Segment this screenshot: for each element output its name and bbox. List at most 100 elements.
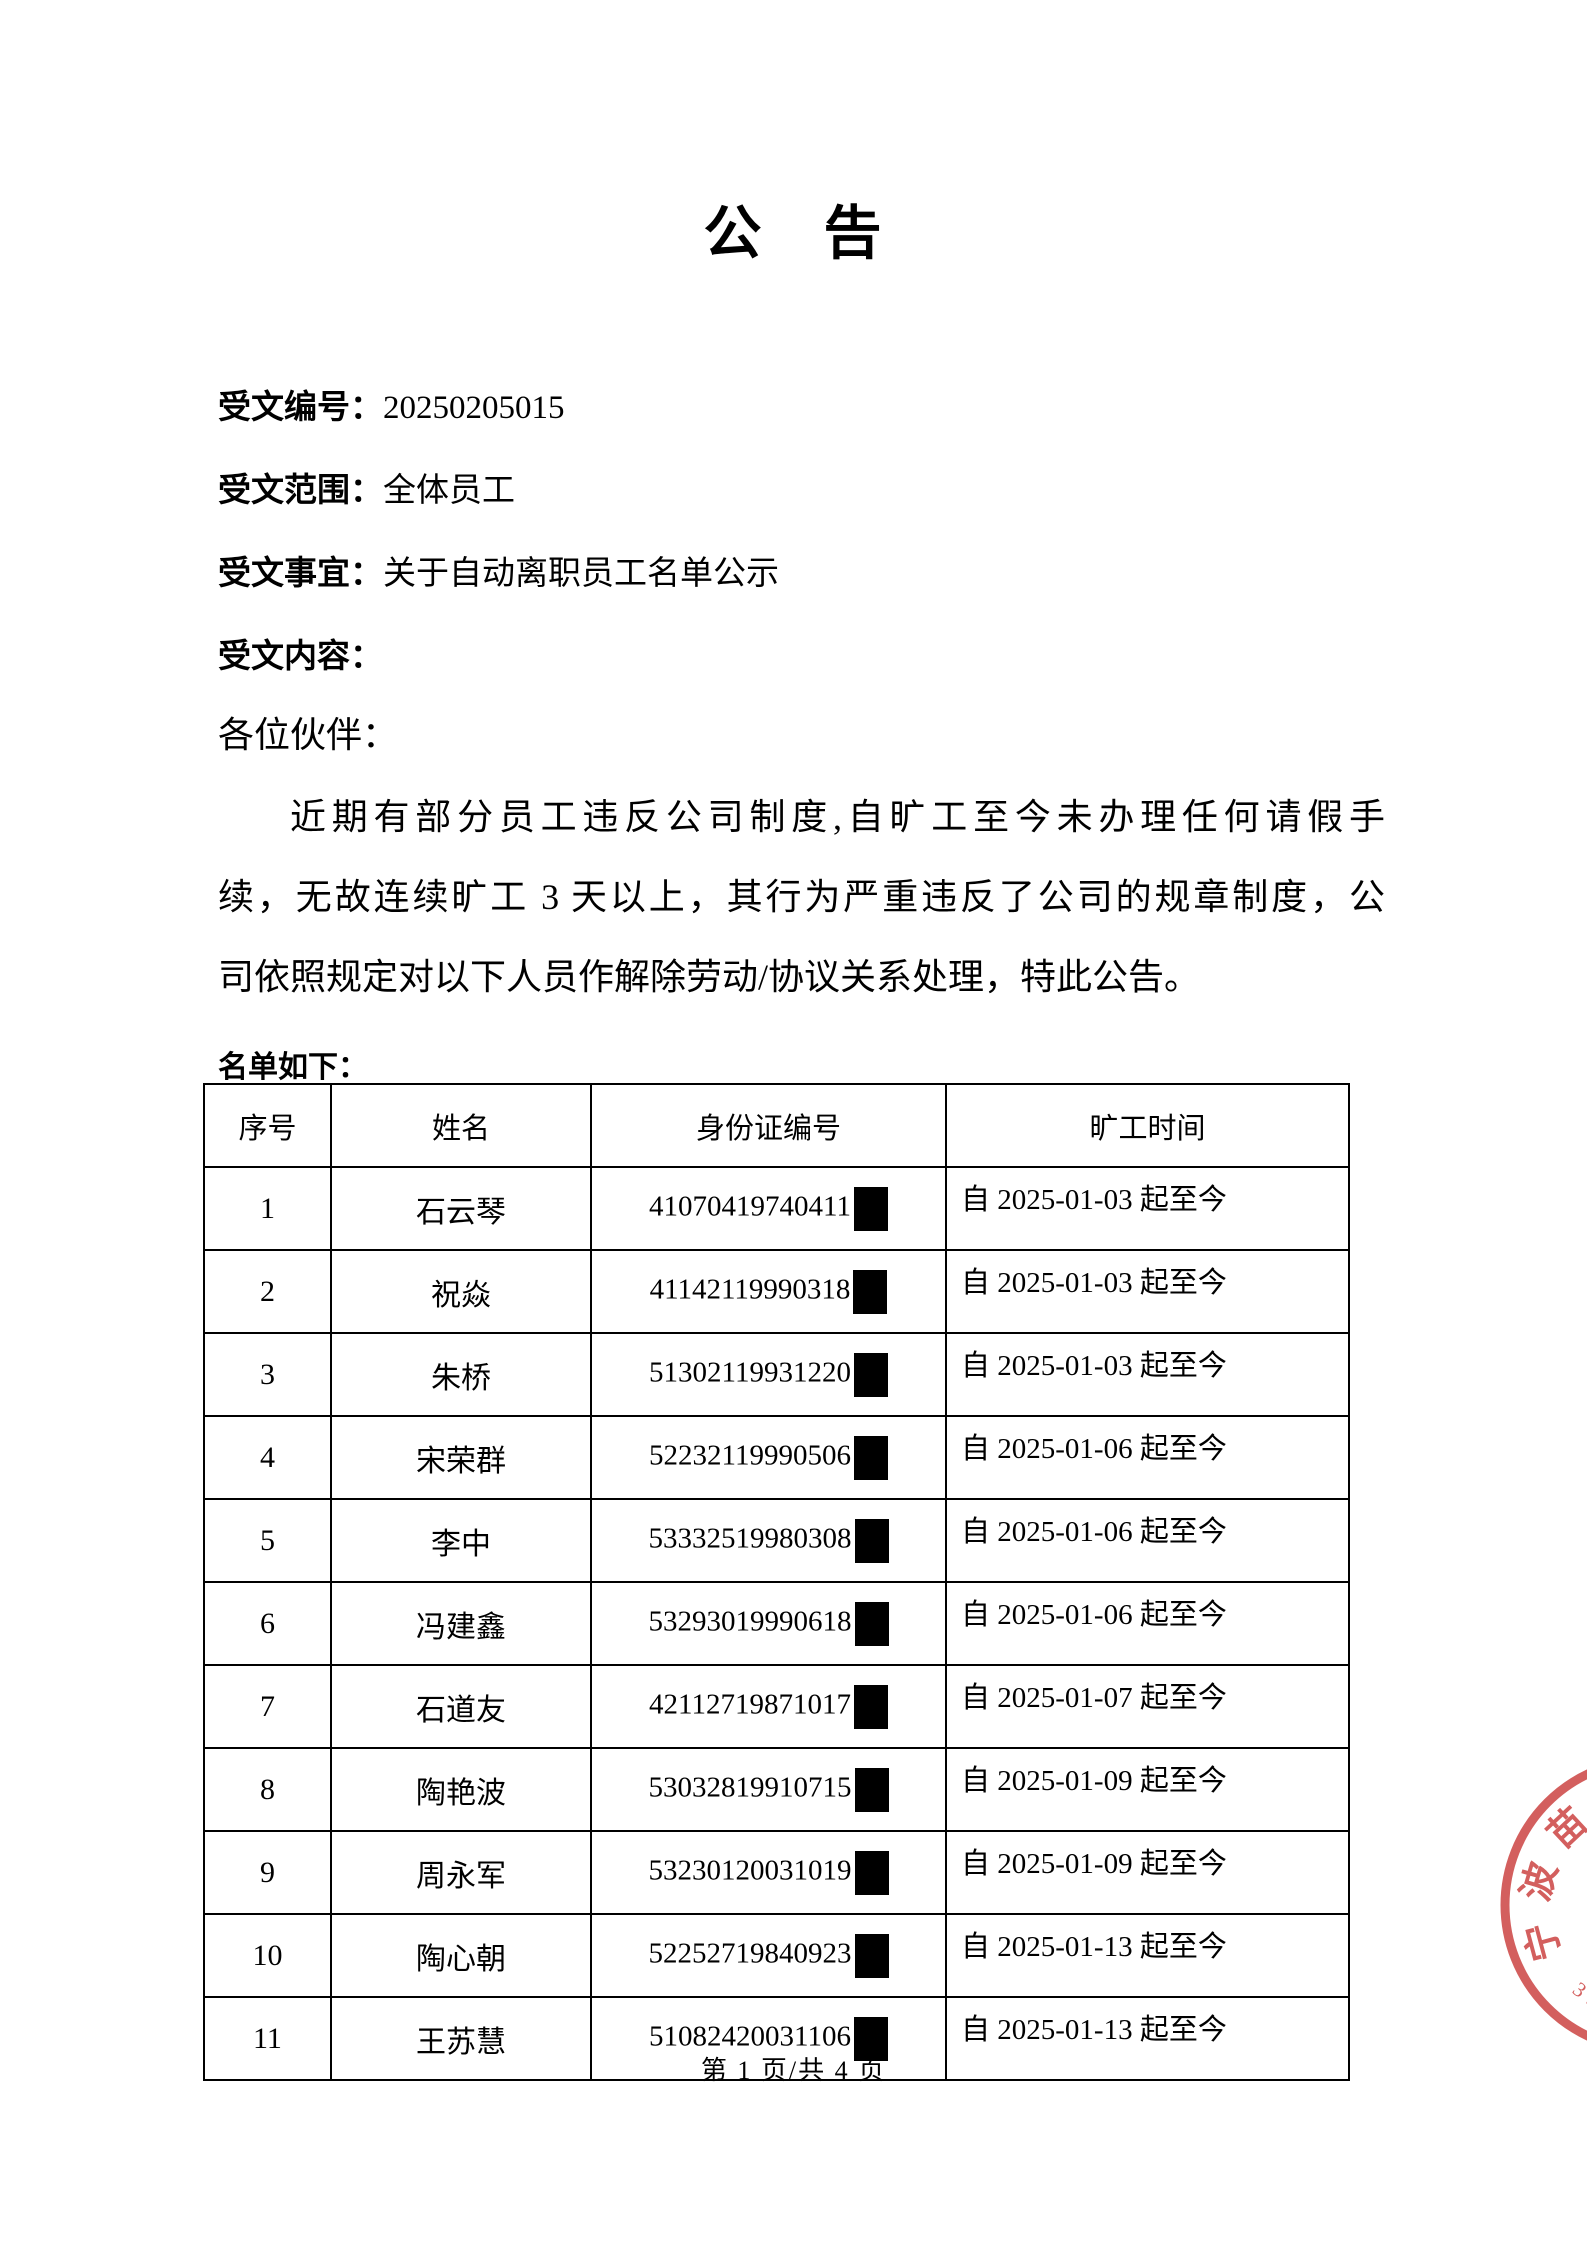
- table-row: 8 陶艳波 53032819910715 自 2025-01-09 起至今: [203, 1747, 1350, 1832]
- redaction-box: [853, 1186, 888, 1231]
- cell-id-number: 53032819910715: [590, 1747, 947, 1832]
- cell-employee-name: 宋荣群: [330, 1415, 592, 1500]
- id-number-text: 53293019990618: [648, 1605, 852, 1638]
- page-title: 公 告: [703, 201, 884, 266]
- id-number-text: 52232119990506: [649, 1439, 851, 1472]
- id-number-text: 41070419740411: [649, 1190, 851, 1223]
- cell-serial-number: 2: [203, 1249, 332, 1334]
- table-row: 1 石云琴 41070419740411 自 2025-01-03 起至今: [203, 1166, 1350, 1251]
- cell-absence-period: 自 2025-01-07 起至今: [945, 1664, 1350, 1749]
- id-number-text: 52252719840923: [648, 1937, 852, 1970]
- cell-absence-period: 自 2025-01-06 起至今: [945, 1415, 1350, 1500]
- doc-number-value: 20250205015: [383, 390, 565, 426]
- cell-id-number: 52252719840923: [590, 1913, 947, 1998]
- salutation: 各位伙伴：: [218, 715, 399, 755]
- redaction-box: [853, 1352, 888, 1397]
- cell-employee-name: 冯建鑫: [330, 1581, 592, 1666]
- cell-employee-name: 李中: [330, 1498, 592, 1583]
- id-number-text: 53032819910715: [648, 1771, 852, 1804]
- cell-employee-name: 石云琴: [330, 1166, 592, 1251]
- id-number-text: 42112719871017: [649, 1688, 851, 1721]
- cell-serial-number: 7: [203, 1664, 332, 1749]
- table-row: 9 周永军 53230120031019 自 2025-01-09 起至今: [203, 1830, 1350, 1915]
- id-number-text: 53332519980308: [648, 1522, 852, 1555]
- redaction-box: [853, 1684, 888, 1729]
- cell-id-number: 52232119990506: [590, 1415, 947, 1500]
- doc-subject-value: 关于自动离职员工名单公示: [383, 556, 779, 592]
- id-number-text: 41142119990318: [649, 1273, 851, 1306]
- header-name: 姓名: [330, 1083, 592, 1168]
- meta-line-doc-number: 受文编号：20250205015: [218, 380, 565, 428]
- cell-serial-number: 4: [203, 1415, 332, 1500]
- cell-absence-period: 自 2025-01-06 起至今: [945, 1498, 1350, 1583]
- redaction-box: [854, 1518, 889, 1563]
- cell-employee-name: 王苏慧: [330, 1996, 592, 2081]
- body-paragraph-line-1: 近期有部分员工违反公司制度,自旷工至今未办理任何请假手: [290, 797, 1385, 837]
- list-intro-label: 名单如下：: [218, 1051, 368, 1084]
- cell-employee-name: 朱桥: [330, 1332, 592, 1417]
- absence-table-header: 序号 姓名 身份证编号 旷工时间: [203, 1083, 1350, 1168]
- meta-line-doc-subject: 受文事宜：关于自动离职员工名单公示: [218, 546, 779, 594]
- meta-line-doc-content: 受文内容：: [218, 629, 383, 677]
- table-row: 11 王苏慧 51082420031106 自 2025-01-13 起至今: [203, 1996, 1350, 2081]
- cell-employee-name: 陶心朝: [330, 1913, 592, 1998]
- cell-id-number: 53332519980308: [590, 1498, 947, 1583]
- cell-absence-period: 自 2025-01-06 起至今: [945, 1581, 1350, 1666]
- cell-employee-name: 周永军: [330, 1830, 592, 1915]
- cell-serial-number: 10: [203, 1913, 332, 1998]
- cell-absence-period: 自 2025-01-09 起至今: [945, 1830, 1350, 1915]
- seal-arc-number: 330290: [1568, 1977, 1587, 2027]
- redaction-box: [854, 1767, 889, 1812]
- table-header-row: 序号 姓名 身份证编号 旷工时间: [203, 1083, 1350, 1168]
- cell-serial-number: 3: [203, 1332, 332, 1417]
- cell-serial-number: 1: [203, 1166, 332, 1251]
- id-number-text: 51302119931220: [649, 1356, 851, 1389]
- redaction-box: [854, 1601, 889, 1646]
- redaction-box: [854, 1933, 889, 1978]
- redaction-box: [853, 2016, 888, 2061]
- absence-table: 序号 姓名 身份证编号 旷工时间 1 石云琴 41070419740411 自 …: [203, 1083, 1350, 2081]
- doc-number-label: 受文编号：: [218, 390, 383, 426]
- cell-serial-number: 9: [203, 1830, 332, 1915]
- seal-arc-text: 宁波苗蓝: [1515, 1769, 1587, 1965]
- svg-text:330290: 330290: [1568, 1977, 1587, 2027]
- page-number-footer: 第 1 页/共 4 页: [700, 2056, 887, 2085]
- redaction-box: [854, 1850, 889, 1895]
- cell-serial-number: 5: [203, 1498, 332, 1583]
- cell-id-number: 53230120031019: [590, 1830, 947, 1915]
- cell-id-number: 53293019990618: [590, 1581, 947, 1666]
- header-absence-period: 旷工时间: [945, 1083, 1350, 1168]
- table-row: 6 冯建鑫 53293019990618 自 2025-01-06 起至今: [203, 1581, 1350, 1666]
- cell-serial-number: 11: [203, 1996, 332, 2081]
- cell-serial-number: 6: [203, 1581, 332, 1666]
- cell-absence-period: 自 2025-01-03 起至今: [945, 1332, 1350, 1417]
- absence-table-body: 1 石云琴 41070419740411 自 2025-01-03 起至今 2 …: [203, 1166, 1350, 2081]
- redaction-box: [853, 1269, 888, 1314]
- table-row: 10 陶心朝 52252719840923 自 2025-01-13 起至今: [203, 1913, 1350, 1998]
- cell-id-number: 51302119931220: [590, 1332, 947, 1417]
- svg-text:宁波苗蓝: 宁波苗蓝: [1515, 1769, 1587, 1965]
- cell-absence-period: 自 2025-01-13 起至今: [945, 1996, 1350, 2081]
- cell-id-number: 51082420031106: [590, 1996, 947, 2081]
- id-number-text: 51082420031106: [649, 2020, 851, 2053]
- cell-absence-period: 自 2025-01-13 起至今: [945, 1913, 1350, 1998]
- cell-id-number: 41070419740411: [590, 1166, 947, 1251]
- cell-employee-name: 祝焱: [330, 1249, 592, 1334]
- table-row: 3 朱桥 51302119931220 自 2025-01-03 起至今: [203, 1332, 1350, 1417]
- table-row: 5 李中 53332519980308 自 2025-01-06 起至今: [203, 1498, 1350, 1583]
- header-id-number: 身份证编号: [590, 1083, 947, 1168]
- table-row: 2 祝焱 41142119990318 自 2025-01-03 起至今: [203, 1249, 1350, 1334]
- redaction-box: [853, 1435, 888, 1480]
- cell-absence-period: 自 2025-01-09 起至今: [945, 1747, 1350, 1832]
- body-paragraph-line-2: 续，无故连续旷工 3 天以上，其行为严重违反了公司的规章制度，公: [218, 877, 1385, 917]
- table-row: 4 宋荣群 52232119990506 自 2025-01-06 起至今: [203, 1415, 1350, 1500]
- cell-absence-period: 自 2025-01-03 起至今: [945, 1249, 1350, 1334]
- cell-serial-number: 8: [203, 1747, 332, 1832]
- doc-subject-label: 受文事宜：: [218, 556, 383, 592]
- doc-content-label: 受文内容：: [218, 639, 383, 675]
- cell-id-number: 42112719871017: [590, 1664, 947, 1749]
- header-serial-number: 序号: [203, 1083, 332, 1168]
- meta-line-doc-scope: 受文范围：全体员工: [218, 463, 515, 511]
- body-paragraph-line-3: 司依照规定对以下人员作解除劳动/协议关系处理，特此公告。: [218, 957, 1201, 997]
